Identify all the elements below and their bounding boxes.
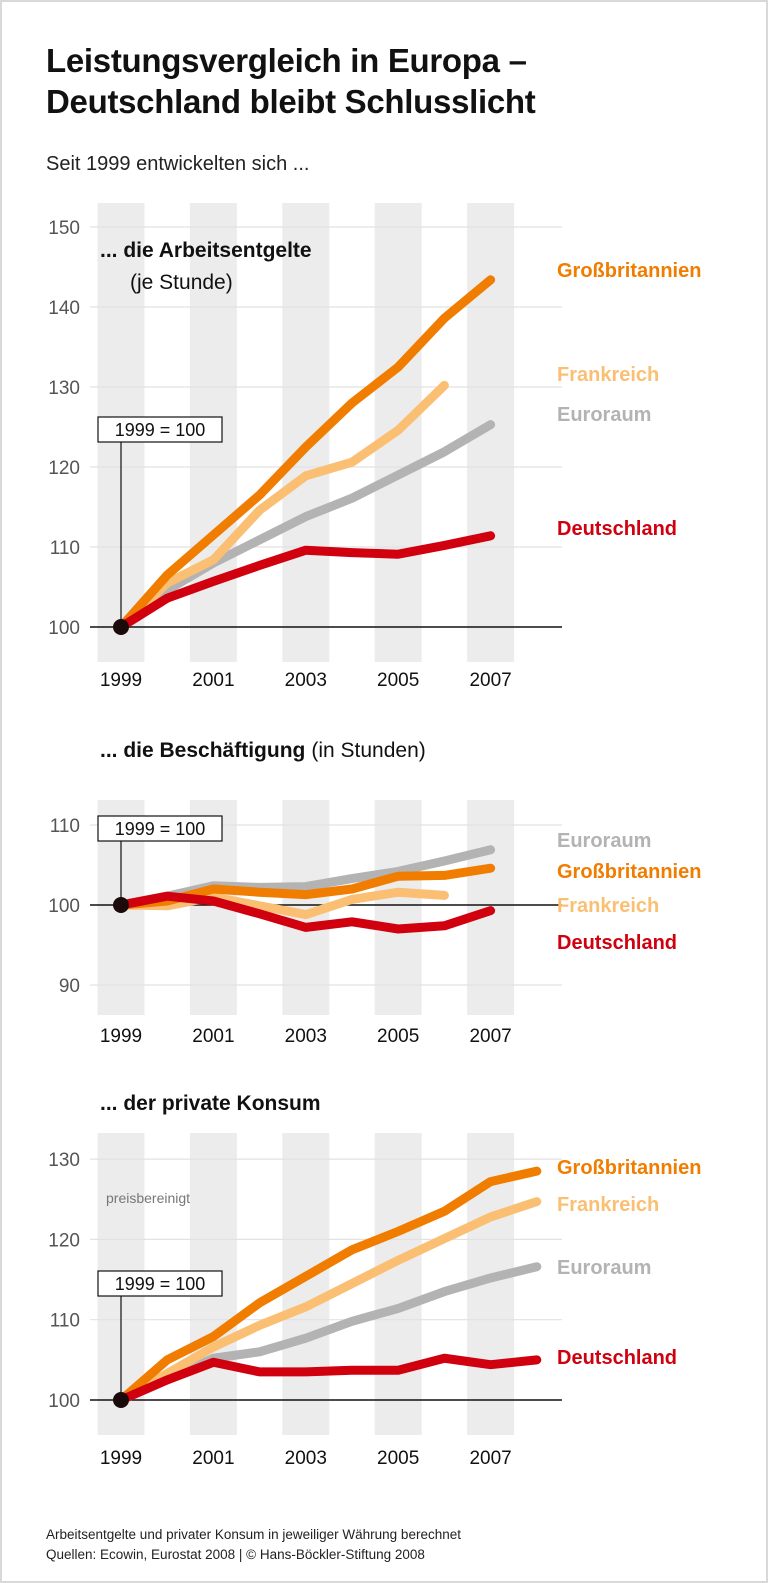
- base-label: 1999 = 100: [115, 420, 206, 440]
- series-line-frankreich: [116, 380, 449, 632]
- x-tick-label: 2003: [285, 1448, 327, 1469]
- y-tick-label: 130: [48, 378, 80, 399]
- subtitle: Seit 1999 entwickelten sich ...: [46, 153, 310, 175]
- base-point: [113, 897, 129, 913]
- page-title: Leistungsvergleich in Europa – Deutschla…: [46, 40, 536, 122]
- source-note: Quellen: Ecowin, Eurostat 2008 | © Hans-…: [46, 1547, 425, 1562]
- title-line-2: Deutschland bleibt Schlusslicht: [46, 83, 536, 120]
- chart-title-normal: (je Stunde): [130, 271, 233, 294]
- chart-title-normal: (in Stunden): [311, 739, 425, 762]
- x-tick-label: 2005: [377, 670, 419, 691]
- chart-1: 100 110 120 130 140 150 1999 2001 2003 2005 2007..…: [48, 203, 701, 691]
- y-tick-label: 120: [48, 1230, 80, 1251]
- y-tick-label: 100: [48, 618, 80, 639]
- x-tick-label: 2001: [192, 1026, 234, 1047]
- y-tick-label: 130: [48, 1150, 80, 1171]
- y-tick-label: 140: [48, 298, 80, 319]
- chart-2: 90 100 110 1999 2001 2003 2005 2007 ... die Besc…: [48, 739, 701, 1047]
- annotation: preisbereinigt: [106, 1190, 190, 1206]
- series-label: Deutschland: [557, 518, 677, 540]
- base-label: 1999 = 100: [115, 819, 206, 839]
- column-stripe: [374, 800, 422, 1015]
- series-label: Euroraum: [557, 404, 651, 426]
- y-tick-label: 110: [50, 816, 80, 837]
- series-line-deutschland: [116, 1353, 542, 1405]
- chart-title: ... die Beschäftigung (in Stunden): [100, 739, 426, 762]
- x-tick-label: 2003: [285, 670, 327, 691]
- chart-title-bold: ... die Beschäftigung: [100, 739, 305, 762]
- chart-3: 100 110 120 130 1999 2001 2003 2005 2007 ... der …: [48, 1092, 701, 1469]
- x-tick-label: 2007: [469, 1448, 511, 1469]
- footnote: Arbeitsentgelte und privater Konsum in j…: [46, 1527, 461, 1542]
- series-label: Frankreich: [557, 364, 659, 386]
- y-tick-label: 110: [50, 1311, 80, 1332]
- base-label-box: [97, 1270, 223, 1297]
- series-label: Frankreich: [557, 1194, 659, 1216]
- y-tick-label: 90: [59, 976, 80, 997]
- y-tick-label: 150: [48, 218, 80, 239]
- x-tick-label: 2007: [469, 670, 511, 691]
- series-line-frankreich: [116, 1197, 542, 1405]
- title-line-1: Leistungsvergleich in Europa –: [46, 42, 527, 79]
- chart-title-bold: ... der private Konsum: [100, 1092, 321, 1115]
- x-tick-label: 2001: [192, 1448, 234, 1469]
- series-label: Deutschland: [557, 932, 677, 954]
- x-tick-label: 2001: [192, 670, 234, 691]
- series-label: Deutschland: [557, 1347, 677, 1369]
- base-label-box: [97, 815, 223, 842]
- y-tick-label: 100: [48, 896, 80, 917]
- series-label: Euroraum: [557, 1257, 651, 1279]
- x-tick-label: 2007: [469, 1026, 511, 1047]
- chart-title: ... die Arbeitsentgelte (je Stunde): [100, 239, 312, 294]
- series-label: Großbritannien: [557, 861, 701, 883]
- series-line-großbritannien: [116, 1166, 542, 1405]
- x-tick-label: 2003: [285, 1026, 327, 1047]
- x-tick-label: 1999: [100, 1448, 142, 1469]
- base-point: [113, 619, 129, 635]
- y-tick-label: 100: [48, 1391, 80, 1412]
- y-tick-label: 110: [50, 538, 80, 559]
- x-tick-label: 2005: [377, 1448, 419, 1469]
- series-line-frankreich: [116, 887, 449, 920]
- x-tick-label: 1999: [100, 1026, 142, 1047]
- column-stripe: [374, 1133, 422, 1435]
- chart-title: ... der private Konsum: [100, 1092, 321, 1115]
- base-label-box: [97, 416, 223, 443]
- x-tick-label: 2005: [377, 1026, 419, 1047]
- y-tick-label: 120: [48, 458, 80, 479]
- series-label: Großbritannien: [557, 1157, 701, 1179]
- series-label: Frankreich: [557, 895, 659, 917]
- series-label: Euroraum: [557, 830, 651, 852]
- base-label: 1999 = 100: [115, 1274, 206, 1294]
- base-point: [113, 1392, 129, 1408]
- series-label: Großbritannien: [557, 260, 701, 282]
- x-tick-label: 1999: [100, 670, 142, 691]
- chart-title-bold: ... die Arbeitsentgelte: [100, 239, 312, 262]
